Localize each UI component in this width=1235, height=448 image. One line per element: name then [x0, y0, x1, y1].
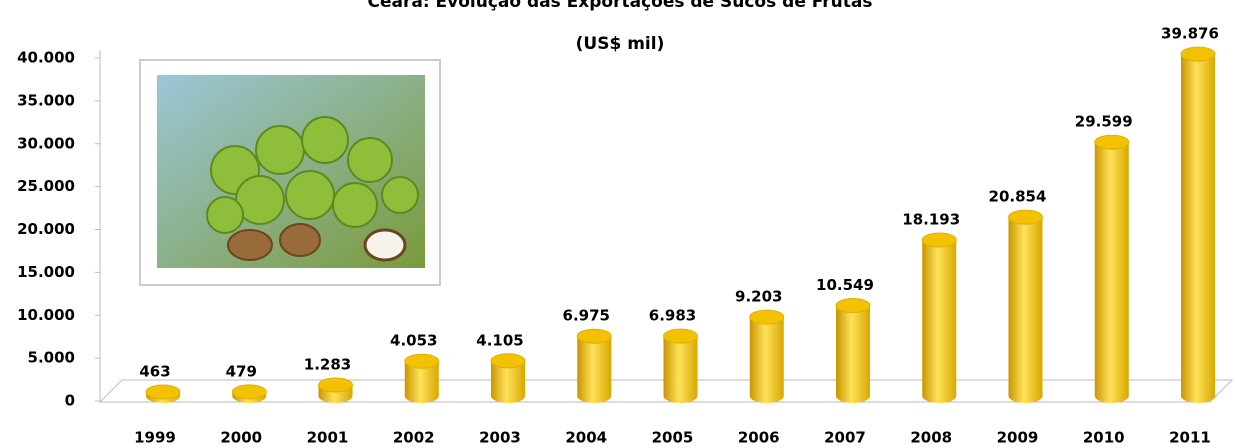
bar-body	[1008, 217, 1043, 403]
bar-top	[318, 377, 353, 393]
bar	[576, 328, 612, 403]
bar-body	[922, 239, 957, 403]
bar-top	[835, 298, 871, 314]
bar-body	[1094, 142, 1129, 403]
x-tick-label: 2006	[738, 429, 780, 447]
data-label: 6.983	[649, 307, 696, 325]
x-tick-label: 2011	[1169, 429, 1211, 447]
data-label: 463	[139, 363, 170, 381]
x-tick-label: 2009	[997, 429, 1039, 447]
data-label: 10.549	[816, 276, 874, 294]
data-label: 4.105	[476, 331, 523, 349]
bar	[835, 298, 871, 403]
chart-title: Ceará: Evolução das Exportações de Sucos…	[367, 0, 872, 12]
x-tick-label: 2003	[479, 429, 521, 447]
data-label: 20.854	[989, 188, 1047, 206]
bar-body	[577, 336, 612, 403]
x-tick-label: 2001	[307, 429, 349, 447]
bar-top	[1008, 209, 1043, 225]
data-label: 18.193	[902, 210, 960, 228]
y-tick-label: 0	[65, 392, 75, 410]
photo	[139, 59, 441, 286]
data-label: 479	[226, 362, 257, 380]
bar	[921, 232, 957, 403]
bar	[318, 377, 353, 403]
data-label: 1.283	[304, 355, 351, 373]
data-label: 39.876	[1161, 25, 1219, 43]
x-tick-label: 2008	[910, 429, 952, 447]
bar	[1094, 134, 1130, 403]
chart-subtitle: (US$ mil)	[576, 34, 665, 54]
bar-top	[921, 232, 957, 248]
bar-top	[749, 309, 785, 325]
bar-body	[663, 336, 698, 403]
bar-body	[836, 305, 870, 403]
bar	[1008, 209, 1043, 403]
bar	[490, 353, 526, 403]
data-label: 9.203	[735, 288, 782, 306]
bar-body	[404, 361, 439, 403]
bar	[749, 309, 785, 403]
y-tick-label: 40.000	[17, 49, 75, 67]
bar-top	[145, 384, 181, 400]
coconut-half	[363, 228, 407, 262]
data-label: 6.975	[563, 307, 610, 325]
x-tick-label: 1999	[134, 429, 176, 447]
x-tick-label: 2007	[824, 429, 866, 447]
bar-top	[231, 384, 267, 400]
bar-body	[749, 317, 784, 403]
x-tick-label: 2002	[393, 429, 435, 447]
bar	[145, 384, 181, 403]
bar-body	[1181, 54, 1215, 404]
y-tick-label: 20.000	[17, 220, 75, 238]
bar-body	[491, 360, 525, 403]
y-tick-label: 30.000	[17, 134, 75, 152]
coconut-shells	[227, 223, 321, 261]
bar	[404, 353, 440, 403]
bar-top	[1180, 46, 1216, 62]
data-label: 4.053	[390, 332, 437, 350]
y-tick-label: 10.000	[17, 306, 75, 324]
bar	[231, 384, 267, 403]
x-tick-label: 2004	[565, 429, 607, 447]
y-tick-label: 15.000	[17, 263, 75, 281]
bar-top	[663, 328, 698, 344]
y-tick-label: 5.000	[28, 349, 75, 367]
coconuts	[206, 116, 419, 234]
data-label: 29.599	[1075, 113, 1133, 131]
bar-top	[1094, 134, 1130, 150]
bar-top	[576, 328, 612, 344]
bar-top	[490, 353, 526, 369]
x-tick-label: 2010	[1083, 429, 1125, 447]
x-tick-label: 2005	[652, 429, 694, 447]
y-tick-label: 35.000	[17, 91, 75, 109]
bar-top	[404, 353, 440, 369]
y-tick-label: 25.000	[17, 177, 75, 195]
bar	[663, 328, 698, 403]
x-tick-label: 2000	[220, 429, 262, 447]
bar	[1180, 46, 1216, 404]
